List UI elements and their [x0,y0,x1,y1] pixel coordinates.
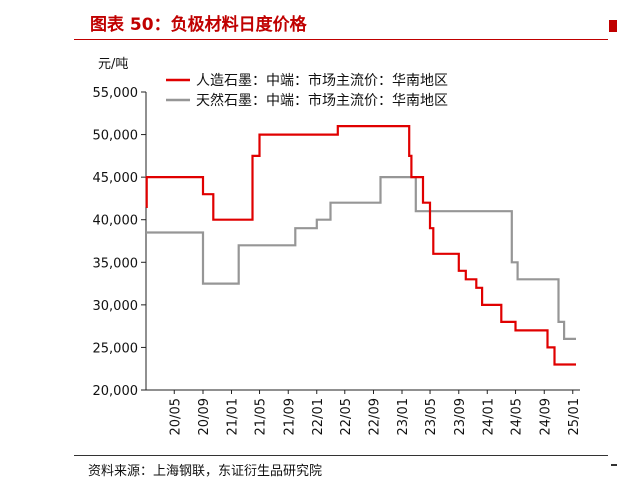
figure-title: 图表 50：负极材料日度价格 [90,15,307,35]
y-tick-label: 30,000 [93,299,139,314]
x-tick-label: 21/05 [254,398,269,435]
x-tick-label: 23/05 [424,398,439,435]
y-tick-label: 55,000 [93,86,139,101]
y-axis-unit-label: 元/吨 [98,57,128,72]
x-tick-label: 21/09 [282,398,297,435]
x-tick-label: 22/05 [339,398,354,435]
legend-label-0: 人造石墨：中端：市场主流价：华南地区 [196,72,448,89]
x-tick-label: 21/01 [225,398,240,435]
series-line-1 [146,176,576,340]
y-tick-label: 50,000 [93,129,139,144]
legend-label-1: 天然石墨：中端：市场主流价：华南地区 [196,92,448,109]
y-tick-label: 25,000 [93,341,139,356]
source-note: 资料来源：上海钢联，东证衍生品研究院 [88,464,323,479]
x-tick-label: 20/05 [168,398,183,435]
title-rule [74,39,608,40]
y-tick-label: 40,000 [93,214,139,229]
x-tick-label: 23/09 [453,398,468,435]
x-tick-label: 22/01 [311,398,326,435]
y-tick-label: 20,000 [93,384,139,399]
page-edge-mark [609,20,617,32]
series-line-0 [145,125,576,366]
footer-rule [74,455,608,456]
page-edge-mark-bottom [611,464,617,466]
x-tick-label: 22/09 [368,398,383,435]
x-tick-label: 24/09 [538,398,553,435]
x-tick-label: 20/09 [197,398,212,435]
x-tick-label: 24/01 [481,398,496,435]
y-axis: 20,000 25,000 30,000 35,000 40,000 45,000 50,0… [93,86,147,399]
y-tick-label: 35,000 [93,256,139,271]
x-axis: 20/05 20/09 21/01 21/05 21/09 22/01 22/05 22/09… [146,389,582,435]
x-tick-label: 24/05 [510,398,525,435]
x-tick-label: 23/01 [396,398,411,435]
x-tick-label: 25/01 [567,398,582,435]
series-layer [145,125,576,366]
y-tick-label: 45,000 [93,171,139,186]
